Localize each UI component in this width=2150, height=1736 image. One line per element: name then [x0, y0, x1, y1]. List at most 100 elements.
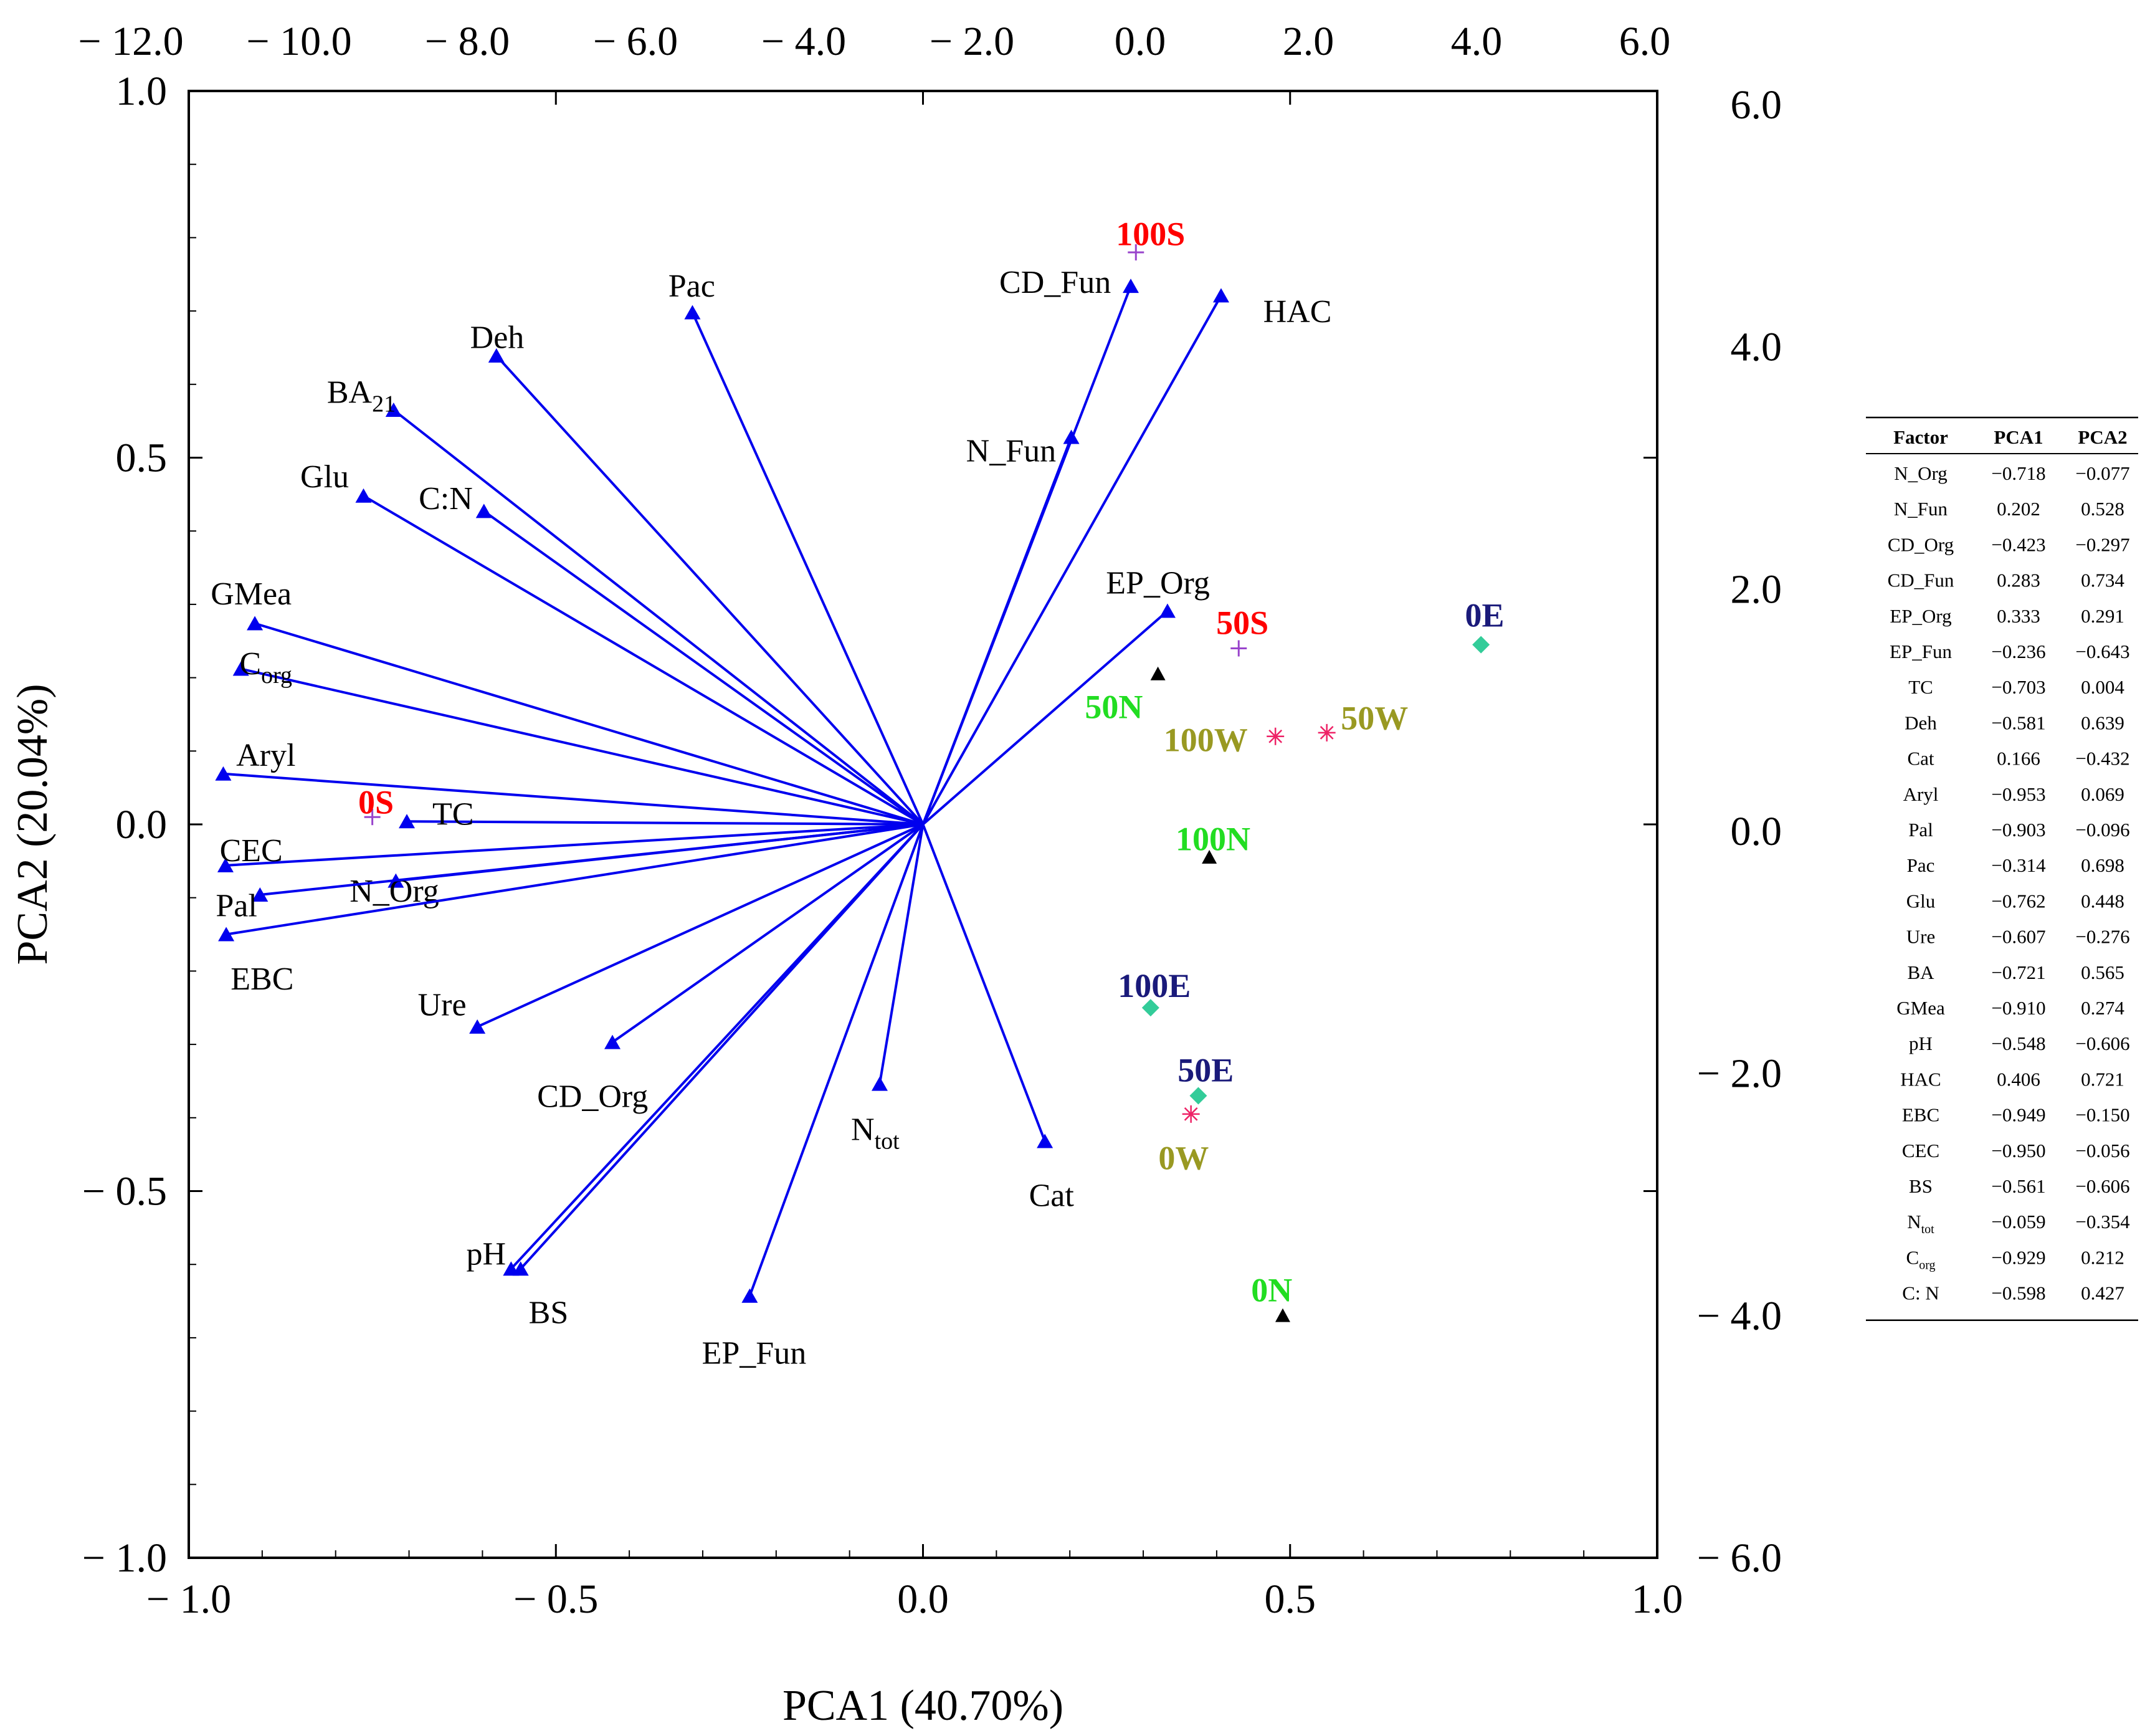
star-stroke [1320, 725, 1334, 740]
sample-marker-50W [1318, 723, 1336, 742]
vector-label-HAC: HAC [1263, 294, 1332, 330]
vector-CEC [225, 823, 923, 867]
table-cell-pca1: −0.721 [1991, 961, 2045, 983]
vector-BS [510, 823, 924, 1270]
table-cell-pca2: 0.448 [2081, 890, 2124, 912]
sample-label-50E: 50E [1177, 1051, 1234, 1089]
table-cell-pca1: −0.314 [1991, 854, 2046, 876]
table-cell-pca2: −0.056 [2075, 1140, 2129, 1161]
y-axis-title: PCA2 (20.04%) [9, 684, 57, 965]
table-cell-factor: pH [1909, 1033, 1933, 1054]
table-cell-pca2: −0.150 [2075, 1104, 2129, 1126]
table-cell-factor: Glu [1906, 890, 1936, 912]
vector-EP_Org [922, 609, 1169, 826]
table-cell-pca2: 0.528 [2081, 498, 2124, 520]
right-tick-label: − 4.0 [1697, 1293, 1782, 1338]
table-cell-pca1: −0.950 [1991, 1140, 2045, 1161]
vector-label-EP_Fun: EP_Fun [702, 1335, 807, 1371]
table-cell-pca2: −0.077 [2075, 462, 2129, 484]
sample-label-0N: 0N [1251, 1271, 1292, 1309]
y-tick-label: 0.0 [116, 802, 168, 847]
table-cell-pca2: 0.427 [2081, 1282, 2124, 1304]
table-cell-factor: Cat [1907, 748, 1934, 770]
vector-label-BS: BS [529, 1295, 569, 1331]
table-cell-pca1: −0.548 [1991, 1033, 2045, 1054]
table-cell-factor: N_Org [1894, 462, 1948, 484]
vector-tip-Pal [252, 887, 269, 902]
top-tick-label: − 12.0 [78, 19, 183, 64]
table-cell-pca2: 0.069 [2081, 783, 2124, 805]
table-cell-factor: CEC [1902, 1140, 1939, 1161]
vector-tip-Pac [684, 305, 701, 320]
table-cell-factor: GMea [1896, 997, 1945, 1019]
vector-tip-GMea [247, 616, 264, 631]
vector-tip-Deh [488, 348, 505, 363]
right-tick-label: 6.0 [1731, 82, 1782, 128]
table-cell-factor: TC [1908, 676, 1933, 698]
vector-tip-TC [399, 814, 416, 829]
vector-label-Aryl: Aryl [236, 738, 295, 773]
sample-label-100E: 100E [1118, 967, 1191, 1004]
vector-tip-CN [475, 503, 492, 518]
table-cell-pca2: −0.297 [2075, 533, 2129, 555]
top-tick-label: 4.0 [1451, 19, 1503, 64]
vector-label-CD_Org: CD_Org [537, 1079, 648, 1114]
table-header-pca2: PCA2 [2078, 426, 2127, 448]
top-tick-label: 6.0 [1619, 19, 1671, 64]
y-tick-label: 0.5 [116, 436, 168, 481]
table-cell-pca2: −0.432 [2075, 748, 2129, 770]
vector-label-BA: BA21 [327, 375, 396, 417]
table-cell-pca2: 0.734 [2081, 570, 2124, 591]
table-cell-pca1: −0.059 [1991, 1211, 2045, 1233]
vector-tip-Cat [1037, 1133, 1054, 1148]
top-tick-label: 0.0 [1115, 19, 1166, 64]
table-cell-factor: CD_Org [1888, 533, 1954, 555]
top-tick-label: − 4.0 [761, 19, 846, 64]
vector-tip-Corg [232, 661, 249, 676]
vector-HAC [921, 295, 1222, 825]
vector-label-Ure: Ure [418, 987, 467, 1023]
vector-Aryl [223, 772, 923, 826]
table-cell-pca1: −0.949 [1991, 1104, 2045, 1126]
vector-label-CD_Fun: CD_Fun [999, 265, 1111, 300]
vector-label-Pac: Pac [668, 269, 715, 304]
vector-label-Pal: Pal [216, 888, 257, 923]
top-tick-label: − 6.0 [593, 19, 678, 64]
top-tick-label: 2.0 [1283, 19, 1334, 64]
vector-tip-Aryl [215, 766, 232, 781]
vector-label-Ntot: Ntot [851, 1112, 900, 1154]
table-cell-pca1: 0.283 [1997, 570, 2040, 591]
right-tick-label: 4.0 [1731, 325, 1782, 370]
right-tick-label: − 6.0 [1697, 1535, 1782, 1581]
vector-Pac [691, 312, 925, 825]
vector-label-Cat: Cat [1029, 1178, 1075, 1213]
table-cell-pca2: 0.698 [2081, 854, 2124, 876]
top-tick-label: − 2.0 [930, 19, 1014, 64]
table-cell-pca2: −0.096 [2075, 819, 2129, 841]
x-tick-label: − 0.5 [513, 1576, 598, 1622]
vector-label-Deh: Deh [470, 320, 525, 355]
vector-label-Corg: Corg [239, 646, 292, 689]
table-cell-pca1: −0.236 [1991, 641, 2045, 662]
vector-tip-EBC [218, 927, 235, 942]
loading-vectors: N_OrgN_FunCD_OrgCD_FunEP_OrgEP_FunTCDehC… [211, 265, 1331, 1371]
table-cell-pca1: −0.762 [1991, 890, 2045, 912]
y-tick-label: − 0.5 [82, 1169, 167, 1214]
vector-label-Glu: Glu [300, 459, 349, 495]
x-tick-label: 1.0 [1632, 1576, 1683, 1622]
vector-label-pH: pH [467, 1237, 507, 1272]
top-tick-label: − 8.0 [425, 19, 510, 64]
vector-EBC [226, 823, 923, 936]
right-tick-label: − 2.0 [1697, 1051, 1782, 1097]
axes: − 1.0 − 0.5 0.0 0.5 1.0 1.0 0.5 0.0 − 0.5 − 1.0 − … [9, 19, 1782, 1730]
sample-label-0W: 0W [1158, 1140, 1209, 1177]
table-cell-factor: Aryl [1903, 783, 1939, 805]
star-stroke [1184, 1107, 1198, 1121]
table-cell-pca1: 0.406 [1997, 1068, 2040, 1090]
vector-Deh [495, 355, 924, 826]
table-cell-factor: Ntot [1907, 1211, 1934, 1236]
table-cell-factor: N_Fun [1894, 498, 1948, 520]
vector-tip-BA [385, 402, 402, 417]
vector-Pal [260, 823, 923, 896]
